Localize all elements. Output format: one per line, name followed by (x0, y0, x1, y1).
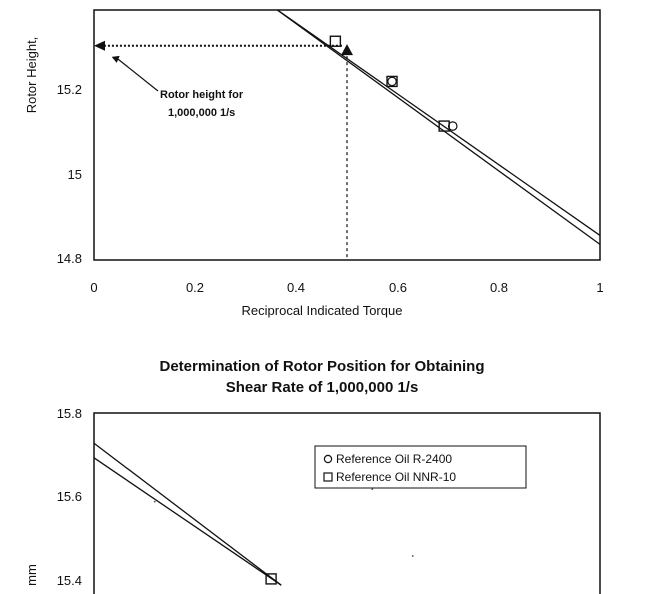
y-ticks: 15.2 15 14.8 (57, 82, 82, 266)
y-tick-label: 15.6 (57, 489, 82, 504)
data-point-square (329, 35, 342, 47)
data-point-square (438, 120, 450, 132)
data-point-square (265, 573, 277, 585)
y-tick-label: 14.8 (57, 251, 82, 266)
legend-marker-square (323, 472, 333, 482)
legend-entry-label: Reference Oil NNR-10 (336, 470, 456, 484)
x-tick-label: 0 (90, 280, 97, 295)
legend-box (314, 445, 527, 489)
triangle-marker-icon (341, 44, 353, 56)
chart2-marks (93, 442, 414, 586)
arrowhead-left-icon (94, 40, 105, 51)
y-tick-label: 15.4 (57, 573, 82, 588)
chart1-marks (94, 9, 601, 260)
series-line (93, 442, 282, 586)
y-ticks: 15.8 15.6 15.4 (57, 406, 82, 588)
x-tick-label: 0.6 (389, 280, 407, 295)
y-tick-label: 15 (68, 167, 82, 182)
legend-marker-circle (323, 454, 333, 464)
data-point-square (386, 75, 398, 88)
scan-speck (371, 488, 374, 491)
y-axis-label: Rotor Height, (24, 37, 39, 114)
x-tick-label: 1 (596, 280, 603, 295)
plot-area-frame (93, 412, 601, 594)
x-axis-label: Reciprocal Indicated Torque (242, 303, 403, 318)
plot-area-frame (93, 9, 601, 261)
annotation-line: Rotor height for (160, 89, 244, 101)
x-tick-label: 0.8 (490, 280, 508, 295)
x-tick-label: 0.4 (287, 280, 305, 295)
x-ticks: 0 0.2 0.4 0.6 0.8 1 (90, 280, 603, 295)
rotor-position-chart: Determination of Rotor Position for Obta… (24, 358, 601, 594)
legend-entry-label: Reference Oil R-2400 (336, 452, 452, 466)
legend: Reference Oil R-2400 Reference Oil NNR-1… (314, 445, 527, 489)
annotation-arrowhead-icon (111, 55, 120, 63)
data-point-circle (387, 76, 397, 87)
annotation-arrow-line (117, 58, 159, 92)
x-tick-label: 0.2 (186, 280, 204, 295)
scan-speck (411, 555, 414, 557)
y-tick-label: 15.2 (57, 82, 82, 97)
scan-speck (153, 500, 156, 503)
y-axis-label: mm (24, 564, 39, 586)
annotation-line: 1,000,000 1/s (168, 107, 235, 119)
y-tick-label: 15.8 (57, 406, 82, 421)
chart-title-line-1: Determination of Rotor Position for Obta… (160, 358, 485, 375)
annotation: Rotor height for 1,000,000 1/s (160, 89, 244, 119)
series-line (93, 457, 282, 586)
chart-title-line-2: Shear Rate of 1,000,000 1/s (226, 379, 419, 396)
rotor-height-chart: Rotor Height, Reciprocal Indicated Torqu… (24, 9, 604, 318)
